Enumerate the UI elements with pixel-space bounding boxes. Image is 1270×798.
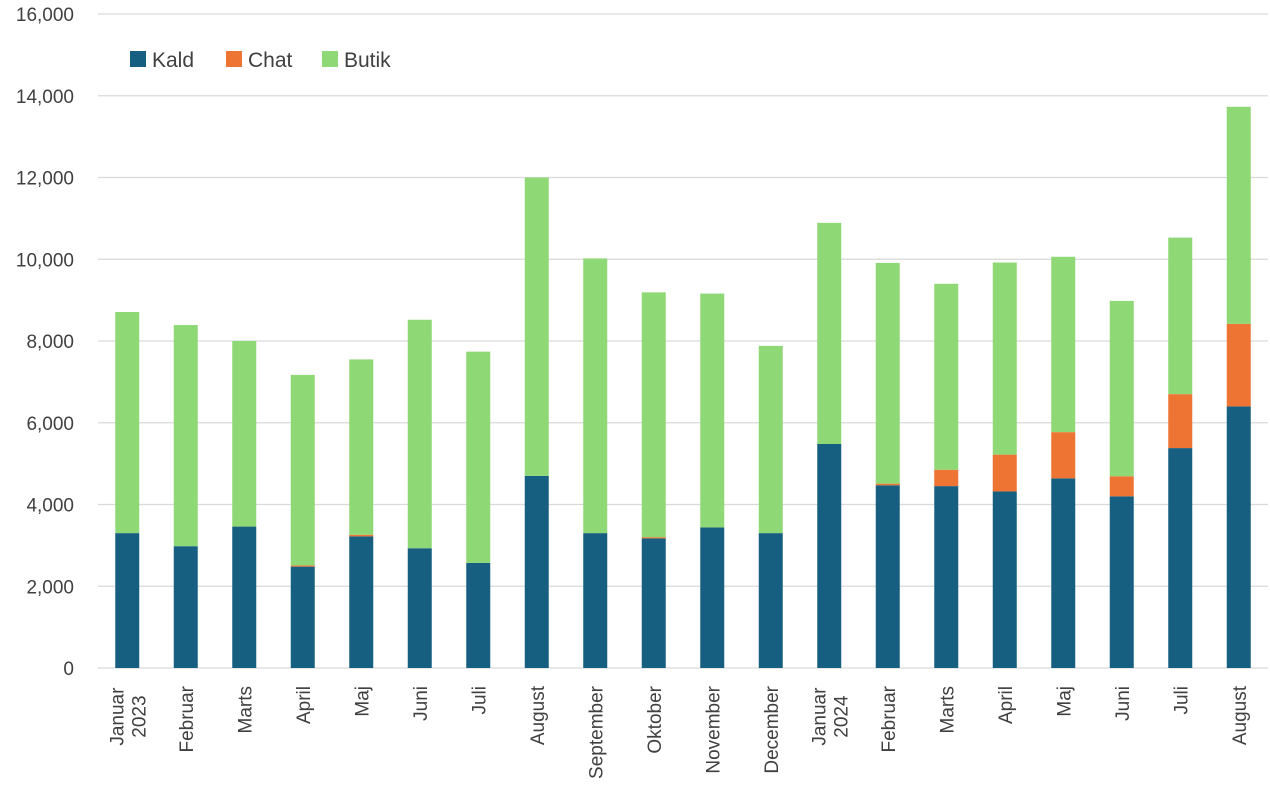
x-tick-label: April <box>294 686 315 724</box>
bar-segment-kald <box>232 526 257 668</box>
legend-swatch-butik <box>322 51 338 67</box>
bar-segment-kald <box>524 475 549 668</box>
x-axis: Januar2023 Februar Marts April Maj Juni Juli Au… <box>107 685 1251 779</box>
x-tick-label: Maj <box>1054 686 1075 717</box>
bar-segment-butik <box>232 341 257 527</box>
bar-segment-butik <box>349 359 374 535</box>
bar-segment-butik <box>1226 106 1251 324</box>
x-tick-label: Marts <box>235 686 256 734</box>
bar-segment-chat <box>1168 394 1193 449</box>
bar-segment-kald <box>583 533 608 668</box>
bar-segment-kald <box>875 485 900 668</box>
bar-segment-butik <box>583 258 608 534</box>
bar-segment-chat <box>1051 432 1076 479</box>
bar-segment-chat <box>641 537 666 539</box>
x-tick-label: Juli <box>469 686 490 715</box>
bar-segment-kald <box>758 533 783 668</box>
bar-segment-butik <box>875 262 900 484</box>
x-tick-label: Januar2023 <box>107 687 150 746</box>
bar-segment-butik <box>700 293 725 528</box>
bar-segment-kald <box>992 491 1017 668</box>
gridlines <box>98 13 1268 669</box>
bar-segment-chat <box>1226 323 1251 407</box>
x-tick-label: Marts <box>937 686 958 734</box>
x-tick-label: Juni <box>1113 686 1134 721</box>
y-tick-label: 14,000 <box>16 87 74 108</box>
bar-segment-butik <box>173 325 198 547</box>
x-tick-label: Juli <box>1171 686 1192 715</box>
bar-segment-butik <box>1168 237 1193 395</box>
bar-segment-kald <box>700 527 725 668</box>
bar-segment-kald <box>817 444 842 668</box>
legend: Kald Chat Butik <box>130 49 391 72</box>
x-tick-label: Februar <box>177 685 198 752</box>
bar-segment-butik <box>407 319 432 549</box>
bar-segment-kald <box>1051 478 1076 668</box>
y-tick-label: 0 <box>63 659 74 680</box>
bar-segment-chat <box>290 565 315 567</box>
x-tick-label: September <box>586 685 607 779</box>
bar-segment-kald <box>934 486 959 668</box>
bar-segment-kald <box>349 536 374 668</box>
bar-segment-butik <box>524 177 549 476</box>
bar-segment-butik <box>1051 256 1076 433</box>
bar-segment-butik <box>934 283 959 470</box>
y-tick-label: 4,000 <box>26 496 74 517</box>
bar-segment-chat <box>1109 476 1134 497</box>
x-tick-label: Januar2024 <box>809 687 852 746</box>
legend-swatch-chat <box>226 51 242 67</box>
y-tick-label: 6,000 <box>26 414 74 435</box>
y-tick-label: 12,000 <box>16 169 74 190</box>
bar-segment-butik <box>115 311 140 534</box>
x-tick-label: December <box>762 685 783 773</box>
bar-segment-chat <box>349 534 374 537</box>
x-tick-label: August <box>528 685 549 745</box>
legend-label-kald: Kald <box>152 49 194 72</box>
y-tick-label: 8,000 <box>26 332 74 353</box>
bar-segment-kald <box>1109 496 1134 668</box>
bar-segment-kald <box>290 566 315 668</box>
y-axis: 0 2,000 4,000 6,000 8,000 10,000 12,000 14,000 1… <box>16 5 74 680</box>
x-tick-label: Juni <box>411 686 432 721</box>
x-tick-label: August <box>1230 685 1251 745</box>
bar-segment-butik <box>641 292 666 538</box>
x-tick-label: November <box>703 685 724 773</box>
bar-segment-kald <box>407 548 432 668</box>
bars <box>115 106 1251 668</box>
bar-segment-kald <box>173 546 198 668</box>
bar-segment-butik <box>290 374 315 566</box>
bar-segment-kald <box>1226 406 1251 668</box>
legend-swatch-kald <box>130 51 146 67</box>
bar-segment-butik <box>817 222 842 445</box>
bar-segment-butik <box>758 345 783 534</box>
bar-segment-butik <box>1109 300 1134 477</box>
x-tick-label: Maj <box>352 686 373 717</box>
y-tick-label: 10,000 <box>16 250 74 271</box>
bar-segment-kald <box>1168 448 1193 668</box>
bar-segment-butik <box>992 262 1017 455</box>
legend-label-chat: Chat <box>248 49 293 72</box>
y-tick-label: 2,000 <box>26 577 74 598</box>
x-tick-label: Februar <box>879 685 900 752</box>
bar-segment-kald <box>466 562 491 668</box>
bar-segment-chat <box>992 454 1017 492</box>
bar-segment-chat <box>875 483 900 486</box>
y-tick-label: 16,000 <box>16 5 74 26</box>
bar-segment-kald <box>115 533 140 668</box>
x-tick-label: April <box>996 686 1017 724</box>
x-tick-label: Oktober <box>645 685 666 753</box>
bar-segment-butik <box>466 351 491 563</box>
legend-label-butik: Butik <box>344 49 391 72</box>
bar-segment-chat <box>934 469 959 487</box>
bar-segment-kald <box>641 538 666 668</box>
